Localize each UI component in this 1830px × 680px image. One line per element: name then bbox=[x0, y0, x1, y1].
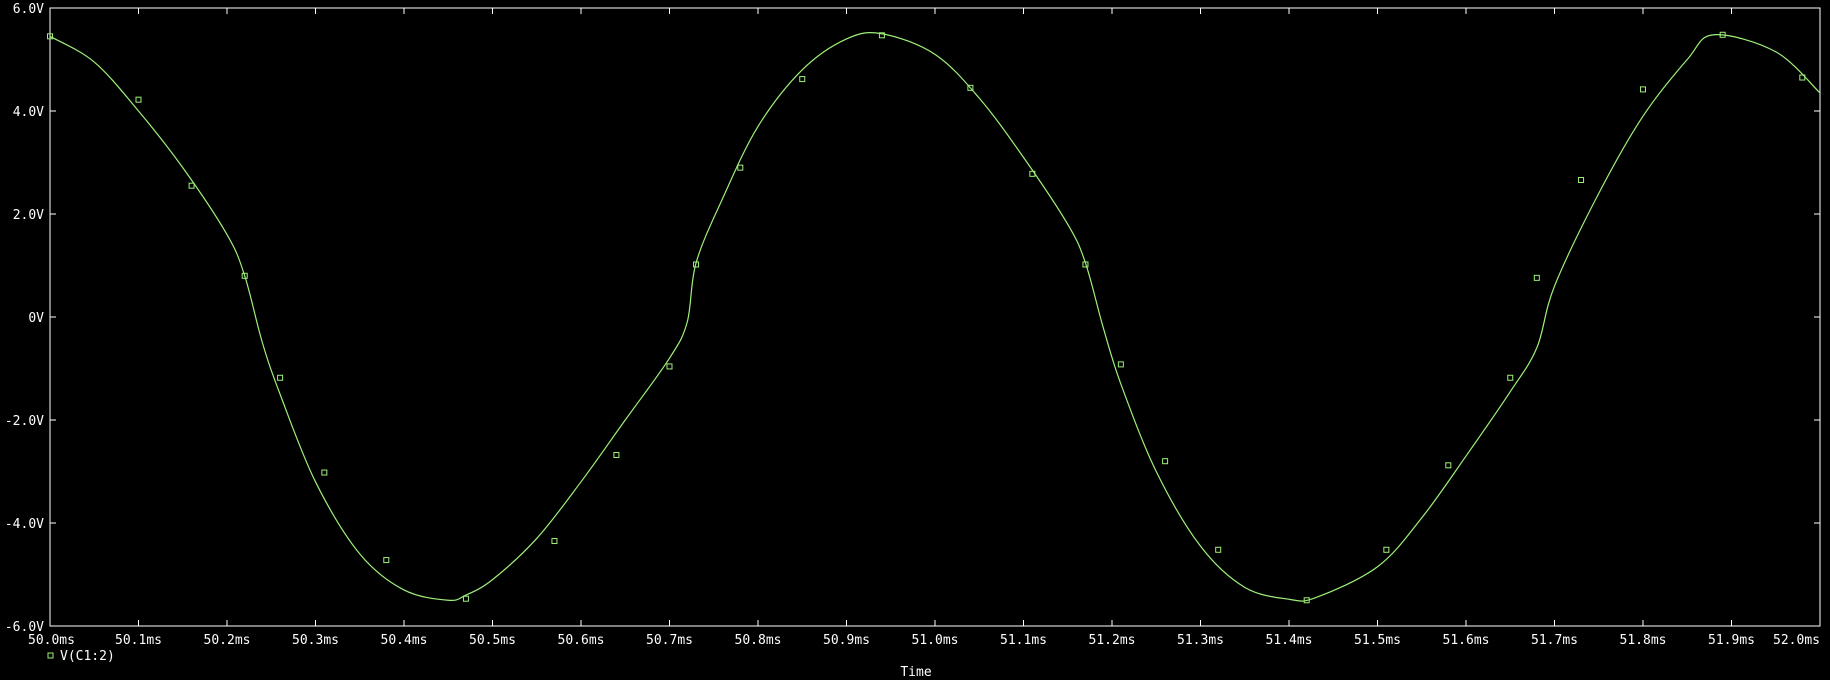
y-tick-label: -6.0V bbox=[5, 620, 44, 635]
y-tick-label: 2.0V bbox=[13, 208, 44, 223]
x-tick-label: 50.0ms bbox=[28, 633, 75, 648]
data-point-marker bbox=[1303, 597, 1310, 604]
data-point-marker bbox=[1578, 177, 1585, 184]
x-tick-label: 51.0ms bbox=[912, 633, 959, 648]
data-point-marker bbox=[462, 595, 469, 602]
x-tick-label: 50.2ms bbox=[204, 633, 251, 648]
data-point-marker bbox=[1383, 546, 1390, 553]
legend: V(C1:2) bbox=[47, 649, 115, 664]
data-point-marker bbox=[1082, 261, 1089, 268]
data-point-marker bbox=[47, 33, 53, 40]
x-tick-label: 51.2ms bbox=[1089, 633, 1136, 648]
x-axis-title: Time bbox=[900, 665, 931, 680]
x-tick-label: 50.3ms bbox=[292, 633, 339, 648]
x-tick-label: 50.9ms bbox=[823, 633, 870, 648]
data-point-marker bbox=[967, 84, 974, 91]
data-point-marker bbox=[383, 557, 390, 564]
x-tick-label: 51.1ms bbox=[1000, 633, 1047, 648]
data-point-marker bbox=[277, 374, 284, 381]
data-point-marker bbox=[1162, 458, 1169, 465]
data-point-marker bbox=[1445, 462, 1452, 469]
data-point-marker bbox=[878, 32, 885, 39]
data-point-marker bbox=[666, 363, 673, 370]
data-point-marker bbox=[1029, 170, 1036, 177]
data-point-marker bbox=[737, 164, 744, 171]
data-point-marker bbox=[1507, 374, 1514, 381]
x-tick-label: 51.6ms bbox=[1443, 633, 1490, 648]
data-point-marker bbox=[1719, 31, 1726, 38]
data-point-marker bbox=[1533, 274, 1540, 281]
x-tick-label: 50.6ms bbox=[558, 633, 605, 648]
x-tick-label: 51.9ms bbox=[1708, 633, 1755, 648]
x-tick-label: 50.5ms bbox=[469, 633, 516, 648]
plot-frame bbox=[49, 7, 1821, 627]
x-tick-label: 51.8ms bbox=[1620, 633, 1667, 648]
data-point-marker bbox=[188, 182, 195, 189]
data-point-marker bbox=[1640, 86, 1646, 93]
x-tick-label: 50.8ms bbox=[735, 633, 782, 648]
y-tick-label: -4.0V bbox=[5, 517, 44, 532]
x-axis: 50.0ms 50.1ms 50.2ms 50.3ms 50.4ms 50.5ms 50.6… bbox=[28, 8, 1821, 648]
data-point-marker bbox=[135, 96, 142, 103]
data-point-marker bbox=[613, 452, 620, 459]
x-tick-label: 51.7ms bbox=[1531, 633, 1578, 648]
data-point-marker bbox=[551, 538, 558, 545]
legend-marker bbox=[47, 652, 54, 659]
data-point-marker bbox=[1215, 546, 1222, 553]
data-point-marker bbox=[1799, 74, 1806, 81]
data-point-marker bbox=[321, 469, 328, 476]
traces bbox=[47, 31, 1821, 604]
x-tick-label: 51.4ms bbox=[1266, 633, 1313, 648]
x-tick-label: 52.0ms bbox=[1773, 633, 1820, 648]
data-point-marker bbox=[693, 261, 700, 268]
y-tick-label: -2.0V bbox=[5, 414, 44, 429]
data-point-marker bbox=[1117, 361, 1124, 368]
x-tick-label: 51.5ms bbox=[1354, 633, 1401, 648]
y-tick-label: 0V bbox=[28, 311, 44, 326]
x-tick-label: 50.7ms bbox=[646, 633, 693, 648]
y-tick-label: 4.0V bbox=[13, 105, 44, 120]
data-point-marker bbox=[241, 272, 248, 279]
x-tick-label: 50.4ms bbox=[381, 633, 428, 648]
x-tick-label: 50.1ms bbox=[115, 633, 162, 648]
y-tick-label: 6.0V bbox=[13, 2, 44, 17]
x-tick-label: 51.3ms bbox=[1177, 633, 1224, 648]
data-point-marker bbox=[799, 76, 806, 83]
series-line-vc1-2 bbox=[49, 32, 1821, 602]
legend-label: V(C1:2) bbox=[60, 649, 115, 664]
